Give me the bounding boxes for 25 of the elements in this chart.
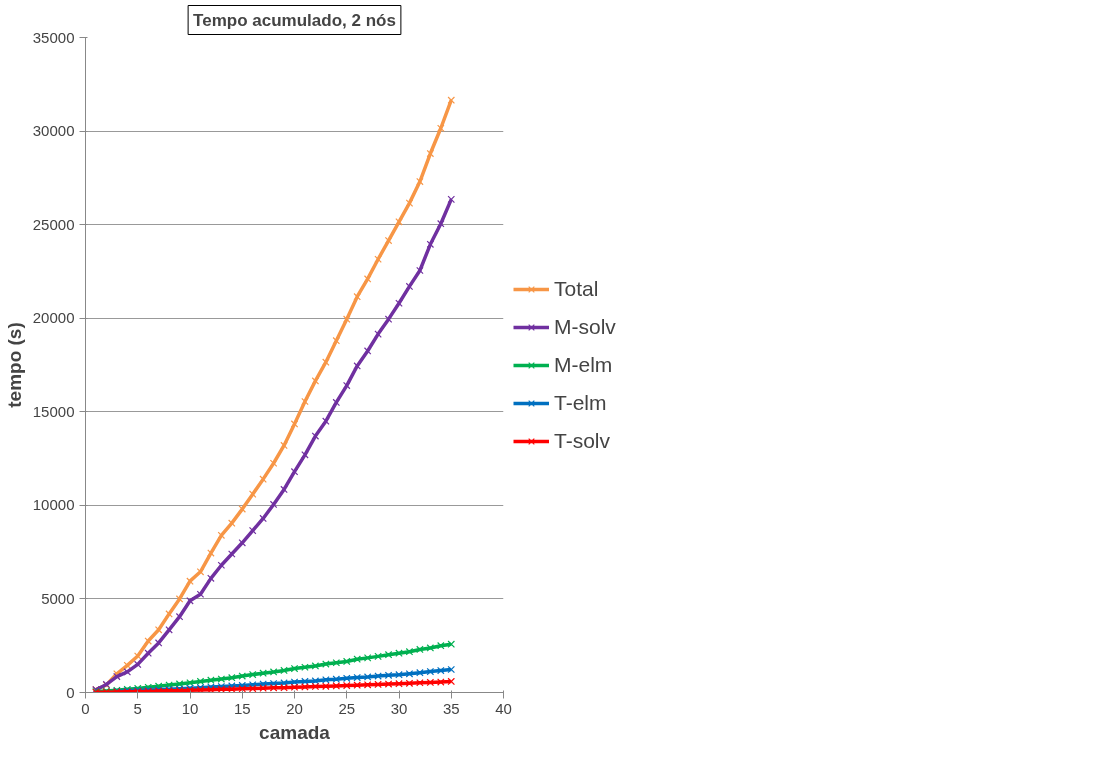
y-tick-label: 35000: [32, 28, 75, 46]
x-tick-label: 0: [81, 699, 90, 717]
legend-label: T-solv: [554, 428, 611, 453]
y-tick-label: 5000: [41, 589, 75, 607]
x-tick-label: 20: [286, 699, 303, 717]
x-tick-label: 15: [233, 699, 251, 717]
y-tick-label: 30000: [32, 122, 75, 140]
legend-label: Total: [554, 276, 599, 301]
x-axis-title: camada: [259, 721, 331, 743]
y-tick-label: 0: [66, 683, 75, 701]
y-tick-label: 10000: [32, 496, 75, 514]
chart-title: Tempo acumulado, 2 nós: [193, 10, 396, 30]
x-tick-label: 35: [442, 699, 460, 717]
y-tick-label: 25000: [32, 215, 75, 233]
y-tick-label: 20000: [32, 309, 75, 327]
x-tick-label: 40: [495, 699, 512, 717]
y-axis-title: tempo (s): [3, 322, 25, 408]
legend-label: T-elm: [554, 390, 607, 415]
x-tick-label: 5: [133, 699, 142, 717]
x-tick-label: 30: [390, 699, 408, 717]
legend-label: M-elm: [554, 352, 613, 377]
x-tick-label: 10: [181, 699, 199, 717]
y-tick-label: 15000: [32, 402, 75, 420]
legend-label: M-solv: [554, 314, 616, 339]
x-tick-label: 25: [338, 699, 356, 717]
